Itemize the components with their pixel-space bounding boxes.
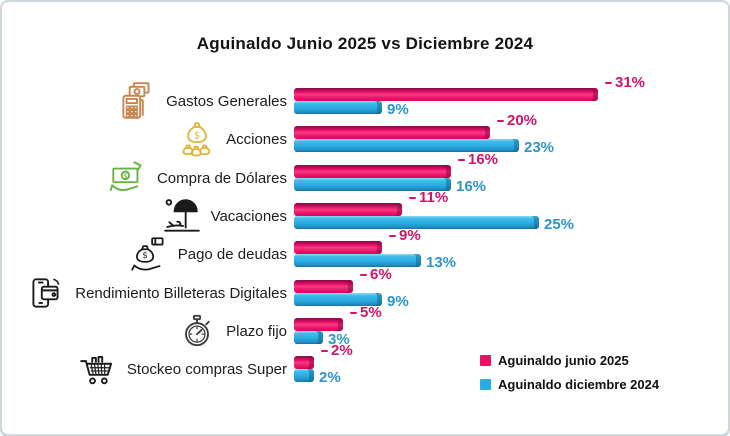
category-label: Pago de deudas bbox=[177, 245, 287, 263]
bar-diciembre-2024-rendimiento-billeteras-digitales bbox=[294, 293, 382, 306]
category-plazo-fijo: Plazo fijo bbox=[2, 309, 287, 353]
chart-title: Aguinaldo Junio 2025 vs Diciembre 2024 bbox=[196, 34, 534, 53]
svg-text:$: $ bbox=[142, 250, 147, 260]
chart-legend: Aguinaldo junio 2025 Aguinaldo diciembre … bbox=[480, 353, 659, 392]
bar-junio-2025-plazo-fijo bbox=[294, 318, 343, 331]
category-label: Stockeo compras Super bbox=[126, 360, 287, 378]
bar-diciembre-2024-compra-de-dolares bbox=[294, 178, 451, 191]
legend-item-diciembre-2024: Aguinaldo diciembre 2024 bbox=[480, 377, 659, 392]
category-acciones: $ Acciones bbox=[2, 117, 287, 161]
bar-junio-2025-stockeo-compras-super bbox=[294, 356, 314, 369]
debt-payment-icon: $ bbox=[128, 233, 170, 275]
category-pago-de-deudas: $ Pago de deudas bbox=[2, 232, 287, 276]
legend-item-junio-2025: Aguinaldo junio 2025 bbox=[480, 353, 659, 368]
legend-swatch-diciembre-2024 bbox=[480, 379, 491, 390]
value-label-junio-2025-pago-de-deudas: 9% bbox=[389, 228, 421, 243]
value-label-junio-2025-acciones: 20% bbox=[497, 113, 537, 128]
legend-swatch-junio-2025 bbox=[480, 355, 491, 366]
category-label: Gastos Generales bbox=[166, 92, 287, 110]
value-label-junio-2025-compra-de-dolares: 16% bbox=[458, 152, 498, 167]
bar-diciembre-2024-plazo-fijo bbox=[294, 331, 323, 344]
bar-diciembre-2024-vacaciones bbox=[294, 216, 539, 229]
pos-terminal-icon bbox=[116, 80, 158, 122]
value-label-diciembre-2024-plazo-fijo: 3% bbox=[328, 331, 350, 348]
category-label: Vacaciones bbox=[210, 207, 287, 225]
svg-text:$: $ bbox=[194, 130, 200, 141]
value-label-diciembre-2024-acciones: 23% bbox=[524, 139, 555, 156]
bar-junio-2025-acciones bbox=[294, 126, 490, 139]
category-label: Plazo fijo bbox=[226, 322, 287, 340]
category-rendimiento-billeteras-digitales: Rendimiento Billeteras Digitales bbox=[2, 271, 287, 315]
label-leader-line bbox=[409, 197, 416, 200]
category-label: Rendimiento Billeteras Digitales bbox=[75, 284, 287, 302]
label-leader-line bbox=[350, 312, 357, 315]
value-label-diciembre-2024-pago-de-deudas: 13% bbox=[426, 254, 457, 271]
value-label-junio-2025-gastos-generales: 31% bbox=[605, 75, 645, 90]
value-label-diciembre-2024-stockeo-compras-super: 2% bbox=[319, 369, 341, 386]
svg-text:$: $ bbox=[123, 171, 128, 180]
shopping-cart-icon bbox=[77, 348, 119, 390]
bar-junio-2025-pago-de-deudas bbox=[294, 241, 382, 254]
cash-hand-icon: $ bbox=[107, 157, 149, 199]
value-label-diciembre-2024-rendimiento-billeteras-digitales: 9% bbox=[387, 293, 409, 310]
label-leader-line bbox=[360, 274, 367, 277]
bar-diciembre-2024-stockeo-compras-super bbox=[294, 369, 314, 382]
label-leader-line bbox=[605, 82, 612, 85]
bar-diciembre-2024-pago-de-deudas bbox=[294, 254, 421, 267]
legend-label: Aguinaldo diciembre 2024 bbox=[498, 377, 660, 392]
bar-junio-2025-vacaciones bbox=[294, 203, 402, 216]
bar-junio-2025-rendimiento-billeteras-digitales bbox=[294, 280, 353, 293]
category-compra-de-dolares: $ Compra de Dólares bbox=[2, 156, 287, 200]
stopwatch-icon bbox=[176, 310, 218, 352]
label-leader-line bbox=[458, 159, 465, 162]
digital-wallet-icon bbox=[25, 272, 67, 314]
bar-junio-2025-gastos-generales bbox=[294, 88, 598, 101]
value-label-junio-2025-vacaciones: 11% bbox=[409, 190, 448, 205]
money-bag-icon: $ bbox=[176, 118, 218, 160]
bar-diciembre-2024-acciones bbox=[294, 139, 519, 152]
bar-junio-2025-compra-de-dolares bbox=[294, 165, 451, 178]
category-label: Compra de Dólares bbox=[156, 169, 287, 187]
category-vacaciones: Vacaciones bbox=[2, 194, 287, 238]
category-stockeo-compras-super: Stockeo compras Super bbox=[2, 347, 287, 391]
legend-label: Aguinaldo junio 2025 bbox=[498, 353, 629, 368]
value-label-junio-2025-plazo-fijo: 5% bbox=[350, 305, 382, 320]
bar-diciembre-2024-gastos-generales bbox=[294, 101, 382, 114]
value-label-diciembre-2024-vacaciones: 25% bbox=[544, 216, 575, 233]
category-gastos-generales: Gastos Generales bbox=[2, 79, 287, 123]
label-leader-line bbox=[321, 350, 328, 353]
beach-umbrella-icon bbox=[161, 195, 203, 237]
category-label: Acciones bbox=[226, 130, 287, 148]
value-label-diciembre-2024-gastos-generales: 9% bbox=[387, 101, 409, 118]
value-label-junio-2025-rendimiento-billeteras-digitales: 6% bbox=[360, 267, 392, 282]
value-label-junio-2025-stockeo-compras-super: 2% bbox=[321, 343, 353, 358]
label-leader-line bbox=[389, 235, 396, 238]
label-leader-line bbox=[497, 120, 504, 123]
value-label-diciembre-2024-compra-de-dolares: 16% bbox=[456, 178, 487, 195]
